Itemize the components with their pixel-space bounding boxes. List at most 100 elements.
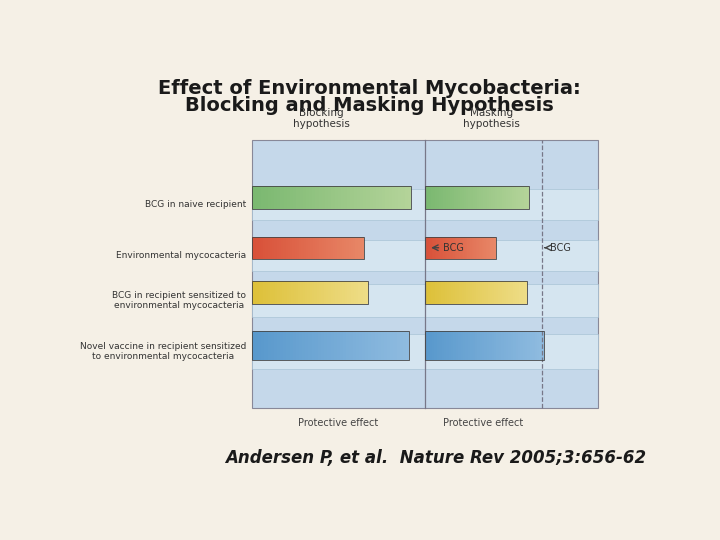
Bar bbox=[272, 237, 274, 259]
Bar bbox=[359, 331, 362, 360]
Bar bbox=[308, 237, 310, 259]
Bar bbox=[472, 331, 475, 360]
Bar bbox=[276, 237, 279, 259]
Bar bbox=[425, 331, 427, 360]
Bar bbox=[498, 186, 500, 208]
Bar bbox=[486, 237, 487, 259]
Bar bbox=[365, 281, 368, 304]
Bar bbox=[302, 186, 306, 208]
Bar bbox=[319, 186, 322, 208]
Bar bbox=[460, 237, 462, 259]
Bar bbox=[290, 237, 292, 259]
Bar bbox=[463, 237, 464, 259]
Bar bbox=[293, 186, 297, 208]
Bar bbox=[474, 281, 476, 304]
Bar bbox=[478, 281, 480, 304]
Bar bbox=[274, 237, 276, 259]
Bar bbox=[378, 331, 381, 360]
Bar bbox=[439, 186, 441, 208]
Bar bbox=[476, 281, 478, 304]
Bar bbox=[426, 237, 428, 259]
Bar bbox=[305, 281, 307, 304]
Bar bbox=[342, 281, 345, 304]
Bar bbox=[454, 281, 456, 304]
Bar bbox=[508, 281, 510, 304]
Bar bbox=[437, 331, 439, 360]
Bar bbox=[349, 331, 353, 360]
Bar bbox=[451, 186, 454, 208]
Bar bbox=[430, 331, 432, 360]
Bar bbox=[431, 237, 432, 259]
Bar bbox=[328, 281, 330, 304]
Bar bbox=[310, 281, 312, 304]
Bar bbox=[482, 331, 485, 360]
Bar bbox=[432, 237, 433, 259]
Bar bbox=[434, 331, 437, 360]
Bar bbox=[483, 237, 485, 259]
Bar bbox=[466, 237, 467, 259]
Bar bbox=[463, 331, 465, 360]
Bar bbox=[461, 331, 463, 360]
Bar bbox=[429, 186, 431, 208]
Bar bbox=[474, 237, 476, 259]
Bar bbox=[445, 281, 447, 304]
Bar bbox=[495, 186, 498, 208]
Bar bbox=[506, 281, 508, 304]
Bar bbox=[425, 186, 528, 208]
Text: Blocking
hypothesis: Blocking hypothesis bbox=[293, 107, 350, 129]
Bar bbox=[521, 186, 523, 208]
Bar bbox=[297, 186, 300, 208]
Bar bbox=[296, 281, 298, 304]
Bar bbox=[408, 186, 411, 208]
Bar bbox=[493, 186, 495, 208]
Bar bbox=[347, 281, 349, 304]
Bar bbox=[485, 186, 487, 208]
Bar bbox=[279, 237, 281, 259]
Text: BCG: BCG bbox=[549, 242, 570, 253]
Bar bbox=[484, 281, 486, 304]
Bar bbox=[425, 237, 496, 259]
Bar bbox=[470, 331, 472, 360]
Bar bbox=[273, 281, 275, 304]
Bar bbox=[252, 189, 598, 220]
Bar bbox=[449, 331, 451, 360]
Bar bbox=[322, 186, 325, 208]
Bar bbox=[510, 331, 513, 360]
Bar bbox=[369, 331, 372, 360]
Bar bbox=[491, 186, 493, 208]
Bar bbox=[425, 281, 527, 304]
Bar bbox=[398, 186, 402, 208]
Bar bbox=[454, 186, 456, 208]
Bar bbox=[462, 281, 464, 304]
Bar bbox=[252, 237, 364, 259]
Bar bbox=[294, 237, 297, 259]
Bar bbox=[287, 186, 290, 208]
Bar bbox=[373, 186, 376, 208]
Bar bbox=[363, 186, 366, 208]
Bar bbox=[503, 281, 505, 304]
Bar bbox=[315, 331, 318, 360]
Bar bbox=[261, 331, 264, 360]
Bar bbox=[306, 186, 309, 208]
Bar bbox=[523, 331, 525, 360]
Bar bbox=[263, 237, 265, 259]
Bar bbox=[271, 281, 273, 304]
Bar bbox=[349, 281, 351, 304]
Bar bbox=[480, 281, 482, 304]
Bar bbox=[317, 281, 319, 304]
Bar bbox=[427, 281, 429, 304]
Bar bbox=[310, 237, 312, 259]
Bar bbox=[427, 331, 430, 360]
Bar bbox=[433, 186, 435, 208]
Bar bbox=[523, 186, 524, 208]
Bar bbox=[291, 281, 294, 304]
Bar bbox=[406, 331, 409, 360]
Bar bbox=[258, 331, 261, 360]
Bar bbox=[504, 186, 505, 208]
Bar bbox=[397, 331, 400, 360]
Bar bbox=[469, 186, 470, 208]
Bar bbox=[328, 186, 331, 208]
Bar bbox=[293, 331, 296, 360]
Bar bbox=[274, 186, 277, 208]
Bar bbox=[513, 331, 516, 360]
